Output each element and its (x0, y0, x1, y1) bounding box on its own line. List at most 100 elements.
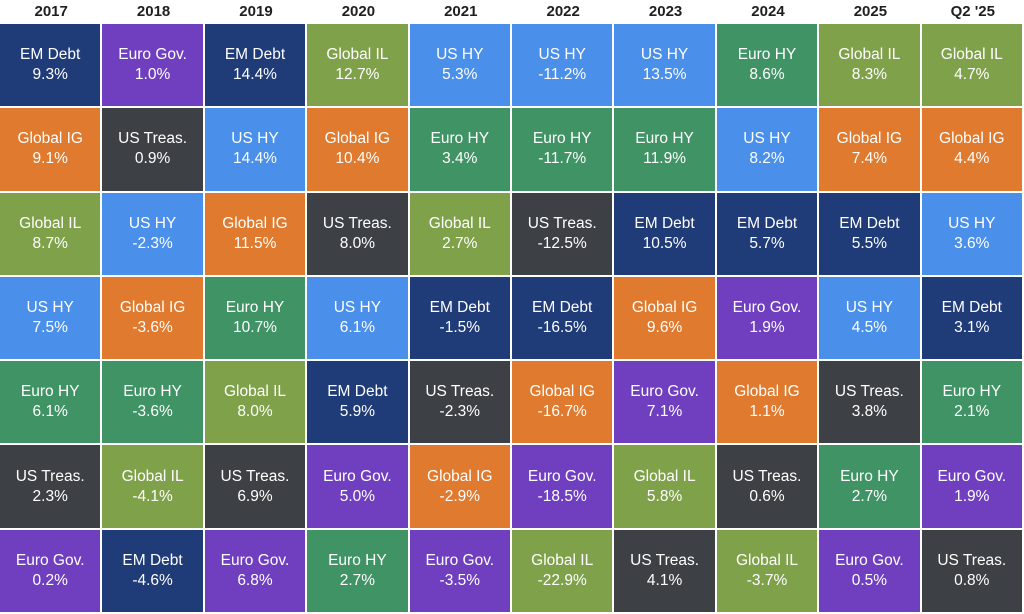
return-value-label: 9.1% (32, 150, 68, 168)
asset-class-label: US HY (538, 46, 586, 64)
return-value-label: 4.1% (646, 571, 683, 589)
quilt-cell: Euro HY -3.6% (102, 361, 205, 446)
quilt-cell: US HY 7.5% (0, 276, 103, 362)
asset-class-label: Euro Gov. (630, 383, 699, 401)
asset-class-label: Global IL (223, 383, 287, 401)
asset-class-label: Euro HY (942, 383, 1002, 401)
quilt-cell: EM Debt 5.9% (307, 361, 410, 446)
quilt-cell: Euro HY -11.7% (512, 108, 615, 193)
return-value-label: 1.0% (134, 66, 171, 84)
year-header: 2024 (751, 3, 785, 20)
asset-class-label: Euro Gov. (732, 298, 802, 316)
quilt-cell: Global IL 12.7% (307, 24, 410, 109)
asset-class-label: Global IL (531, 551, 594, 569)
quilt-cell: Euro HY 2.1% (921, 361, 1024, 446)
return-value-label: 13.5% (642, 66, 687, 84)
year-header: 2022 (546, 3, 580, 20)
asset-class-label: US Treas. (630, 551, 700, 569)
asset-class-label: US HY (845, 298, 894, 316)
return-value-label: 5.7% (749, 234, 785, 252)
return-value-label: 1.1% (749, 403, 785, 421)
quilt-cell: EM Debt -1.5% (409, 276, 512, 362)
asset-class-label: US HY (640, 46, 689, 64)
year-header: 2017 (34, 3, 68, 20)
asset-class-label: US HY (128, 214, 177, 232)
asset-class-label: EM Debt (224, 46, 286, 64)
return-value-label: 11.5% (233, 234, 277, 252)
asset-class-label: Euro Gov. (220, 551, 290, 569)
return-value-label: 14.4% (233, 150, 277, 168)
quilt-cell: Euro Gov. 0.2% (0, 529, 103, 614)
quilt-cell: Global IL 2.7% (409, 192, 512, 277)
return-value-label: 0.6% (749, 487, 785, 505)
asset-class-label: Global IL (326, 46, 389, 64)
return-value-label: 3.1% (954, 318, 990, 336)
return-value-label: 4.5% (851, 318, 888, 336)
asset-class-label: Global IG (734, 383, 800, 401)
asset-class-label: EM Debt (839, 214, 900, 232)
return-value-label: 2.3% (32, 487, 68, 505)
quilt-cell: Euro HY 2.7% (819, 445, 922, 530)
asset-class-label: Euro Gov. (425, 551, 495, 569)
return-value-label: 7.4% (851, 150, 888, 168)
year-header: 2018 (136, 3, 171, 20)
return-value-label: -4.1% (132, 487, 173, 505)
quilt-cell: Global IG 1.1% (716, 361, 820, 446)
asset-class-label: EM Debt (941, 298, 1002, 316)
asset-class-label: Euro Gov. (118, 46, 187, 64)
quilt-cell: EM Debt 10.5% (614, 192, 717, 277)
quilt-cell: EM Debt 3.1% (921, 276, 1024, 362)
asset-class-label: Global IL (735, 551, 799, 569)
quilt-cell: US Treas. 0.6% (716, 445, 820, 530)
asset-class-label: Euro HY (635, 130, 694, 148)
return-value-label: -4.6% (132, 571, 173, 589)
asset-class-label: US HY (231, 130, 279, 148)
return-value-label: 0.2% (32, 571, 68, 589)
quilt-cell: EM Debt 14.4% (204, 24, 308, 109)
quilt-cell: Global IG -3.6% (102, 276, 205, 362)
return-value-label: 4.7% (954, 66, 990, 84)
asset-class-label: Global IG (631, 298, 698, 316)
return-value-label: 7.5% (32, 318, 68, 336)
return-value-label: 7.1% (646, 403, 683, 421)
quilt-cell: US Treas. 0.8% (921, 529, 1024, 614)
asset-class-label: Global IG (324, 130, 391, 148)
return-value-label: 2.7% (442, 234, 478, 252)
return-value-label: -2.9% (439, 487, 481, 505)
asset-class-label: Euro HY (20, 383, 80, 401)
quilt-cell: Euro Gov. -3.5% (409, 529, 512, 614)
quilt-cell: Euro Gov. 1.0% (102, 24, 205, 109)
quilt-cell: EM Debt 5.5% (819, 192, 922, 277)
return-value-label: -12.5% (537, 234, 587, 252)
asset-class-label: US Treas. (527, 214, 597, 232)
asset-class-label: US HY (436, 46, 484, 64)
asset-class-label: Euro HY (532, 130, 592, 148)
return-value-label: -18.5% (537, 487, 587, 505)
quilt-cell: Global IL 8.3% (819, 24, 922, 109)
asset-class-label: EM Debt (20, 46, 81, 64)
quilt-cell: Global IL -22.9% (512, 529, 615, 614)
return-value-label: 1.9% (749, 318, 785, 336)
quilt-cell: Global IG 9.6% (614, 276, 717, 362)
return-value-label: 10.7% (233, 318, 277, 336)
quilt-cell: Euro Gov. 0.5% (819, 529, 922, 614)
asset-class-label: US Treas. (732, 467, 802, 485)
return-value-label: 6.9% (237, 487, 273, 505)
return-value-label: 5.5% (851, 234, 888, 252)
return-value-label: 2.7% (339, 571, 376, 589)
asset-class-label: US HY (948, 214, 996, 232)
return-value-label: 8.2% (749, 150, 785, 168)
return-value-label: 8.6% (749, 66, 785, 84)
quilt-cell: US HY -2.3% (102, 192, 205, 277)
quilt-cell: US Treas. 3.8% (819, 361, 922, 446)
return-value-label: -3.6% (132, 318, 173, 336)
asset-class-label: Global IL (121, 467, 184, 485)
return-value-label: 6.1% (32, 403, 68, 421)
return-value-label: -3.5% (439, 571, 481, 589)
return-value-label: 1.9% (954, 487, 990, 505)
asset-class-label: Global IG (17, 130, 83, 148)
return-value-label: -1.5% (439, 318, 481, 336)
return-value-label: 9.6% (646, 318, 683, 336)
asset-class-label: US Treas. (425, 383, 495, 401)
